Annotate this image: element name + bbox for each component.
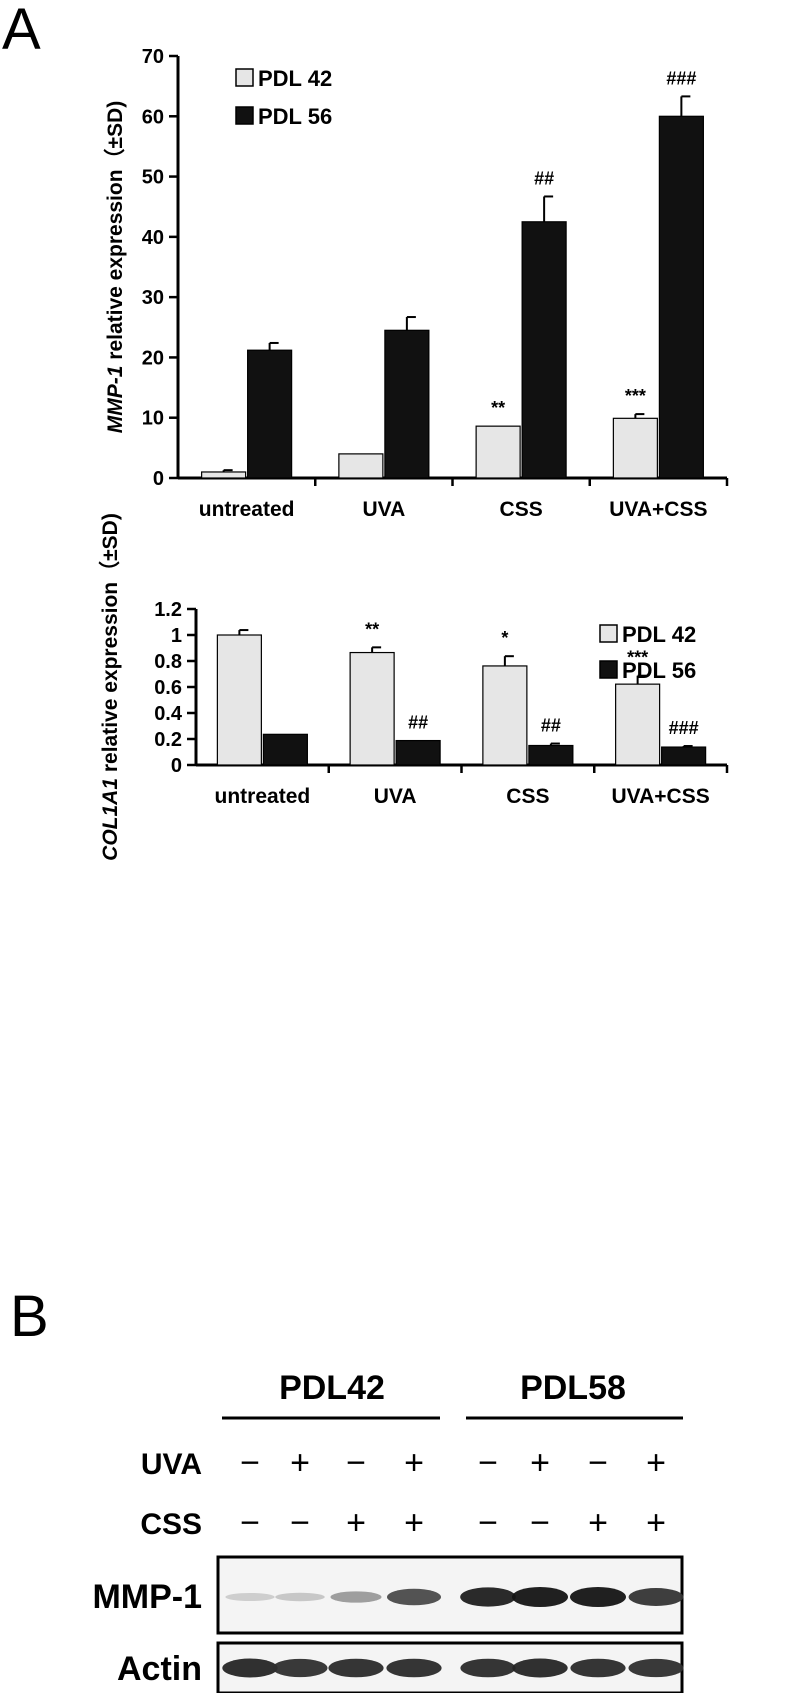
css-sign: − bbox=[240, 1504, 260, 1542]
blot-band bbox=[222, 1658, 278, 1678]
y-axis-label: COL1A1 relative expression（±SD) bbox=[98, 513, 122, 861]
blot-row-label: Actin bbox=[117, 1650, 202, 1688]
mmp1-bar-chart: 0 10 20 30 40 50 60 70 MMP-1 relative expression… bbox=[103, 46, 729, 521]
bar-pdl42 bbox=[475, 425, 521, 479]
x-category-label: CSS bbox=[506, 785, 549, 808]
y-tick-label: 20 bbox=[142, 347, 164, 369]
y-tick-label: 40 bbox=[142, 227, 164, 249]
uva-sign: − bbox=[346, 1444, 366, 1482]
blot-band bbox=[460, 1587, 516, 1607]
significance-marker: *** bbox=[625, 386, 646, 406]
y-tick-label: 60 bbox=[142, 106, 164, 128]
legend-label: PDL 56 bbox=[622, 658, 696, 683]
x-category-label: UVA+CSS bbox=[612, 785, 710, 808]
uva-sign: + bbox=[290, 1444, 310, 1482]
panel-label-a: A bbox=[2, 0, 41, 62]
group-label: PDL58 bbox=[520, 1369, 626, 1407]
legend-swatch bbox=[599, 624, 618, 643]
significance-marker: ** bbox=[365, 619, 379, 639]
bar-pdl56 bbox=[395, 739, 441, 766]
uva-row-label: UVA bbox=[141, 1448, 202, 1481]
blot-band bbox=[512, 1658, 568, 1678]
bar-pdl56 bbox=[384, 329, 430, 479]
bar-pdl56 bbox=[658, 115, 704, 479]
blot-band bbox=[328, 1658, 384, 1678]
blot-band bbox=[275, 1592, 325, 1602]
uva-sign: − bbox=[478, 1444, 498, 1482]
bar-pdl42 bbox=[338, 453, 384, 479]
y-tick-label: 0.6 bbox=[154, 677, 182, 699]
uva-sign: − bbox=[240, 1444, 260, 1482]
y-tick-label: 0 bbox=[171, 755, 182, 777]
legend-label: PDL 42 bbox=[622, 622, 696, 647]
significance-marker: ** bbox=[491, 398, 505, 418]
y-tick-label: 0.4 bbox=[154, 703, 183, 725]
x-category-label: UVA bbox=[362, 498, 405, 521]
significance-marker: ## bbox=[408, 713, 428, 733]
blot-band bbox=[225, 1592, 275, 1602]
y-tick-label: 1.2 bbox=[154, 599, 182, 621]
x-category-label: UVA+CSS bbox=[609, 498, 707, 521]
x-category-label: CSS bbox=[500, 498, 543, 521]
blot-band bbox=[570, 1658, 626, 1678]
css-sign: − bbox=[478, 1504, 498, 1542]
bar-pdl42 bbox=[216, 634, 262, 766]
x-category-label: untreated bbox=[215, 785, 311, 808]
blot-band bbox=[386, 1658, 442, 1678]
legend-label: PDL 56 bbox=[258, 104, 332, 129]
legend-swatch bbox=[235, 106, 254, 125]
blot-band bbox=[628, 1658, 684, 1678]
x-category-label: untreated bbox=[199, 498, 295, 521]
bar-pdl42 bbox=[349, 651, 395, 766]
css-row-label: CSS bbox=[140, 1508, 202, 1541]
y-tick-label: 0.2 bbox=[154, 729, 182, 751]
css-sign: − bbox=[290, 1504, 310, 1542]
legend-label: PDL 42 bbox=[258, 66, 332, 91]
css-sign: + bbox=[346, 1504, 366, 1542]
y-tick-label: 0.8 bbox=[154, 651, 182, 673]
uva-sign: + bbox=[530, 1444, 550, 1482]
blot-band bbox=[387, 1588, 441, 1606]
bar-pdl42 bbox=[482, 665, 528, 766]
css-sign: − bbox=[530, 1504, 550, 1542]
significance-marker: ## bbox=[541, 716, 561, 736]
significance-marker: ### bbox=[669, 718, 699, 738]
legend-swatch bbox=[235, 68, 254, 87]
panel-label-b: B bbox=[10, 1284, 49, 1349]
css-sign: + bbox=[646, 1504, 666, 1542]
significance-marker: ### bbox=[666, 68, 696, 88]
blot-band bbox=[628, 1588, 684, 1606]
bar-pdl42 bbox=[612, 417, 658, 479]
significance-marker: ## bbox=[534, 168, 554, 188]
uva-sign: − bbox=[588, 1444, 608, 1482]
blot-band bbox=[512, 1587, 568, 1607]
y-tick-label: 70 bbox=[142, 46, 164, 68]
legend-swatch bbox=[599, 660, 618, 679]
col1a1-bar-chart: 0 0.2 0.4 0.6 0.8 1 1.2 COL1A1 relative express… bbox=[98, 513, 729, 861]
css-sign: + bbox=[404, 1504, 424, 1542]
bar-pdl56 bbox=[247, 349, 293, 479]
uva-sign: + bbox=[404, 1444, 424, 1482]
y-axis-label: MMP-1 relative expression（±SD) bbox=[103, 101, 127, 433]
bar-pdl42 bbox=[615, 683, 661, 766]
x-category-label: UVA bbox=[374, 785, 417, 808]
blot-band bbox=[460, 1658, 516, 1678]
group-label: PDL42 bbox=[279, 1369, 385, 1407]
blot-band bbox=[330, 1591, 382, 1603]
css-sign: + bbox=[588, 1504, 608, 1542]
uva-sign: + bbox=[646, 1444, 666, 1482]
y-tick-label: 10 bbox=[142, 408, 164, 430]
y-tick-label: 30 bbox=[142, 287, 164, 309]
blot-band bbox=[570, 1587, 626, 1607]
blot-band bbox=[272, 1658, 328, 1678]
significance-marker: *** bbox=[627, 648, 648, 668]
bar-pdl56 bbox=[262, 733, 308, 766]
blot-row-label: MMP-1 bbox=[92, 1578, 202, 1616]
y-tick-label: 0 bbox=[153, 468, 164, 490]
y-tick-label: 1 bbox=[171, 625, 182, 647]
y-tick-label: 50 bbox=[142, 167, 164, 189]
significance-marker: * bbox=[501, 628, 508, 648]
